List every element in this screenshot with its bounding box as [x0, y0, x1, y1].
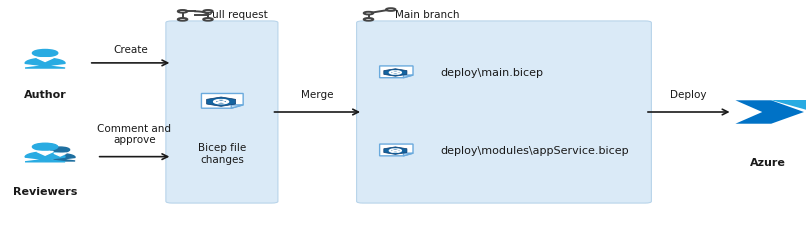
Polygon shape [45, 154, 75, 161]
Circle shape [392, 72, 399, 74]
Text: Author: Author [23, 89, 66, 99]
Polygon shape [384, 70, 407, 77]
Text: Comment and
approve: Comment and approve [98, 123, 172, 145]
Polygon shape [771, 101, 806, 111]
Circle shape [203, 11, 213, 14]
Circle shape [32, 144, 58, 151]
Circle shape [178, 11, 187, 14]
Polygon shape [25, 59, 65, 69]
Circle shape [217, 101, 225, 104]
Text: deploy\main.bicep: deploy\main.bicep [440, 68, 543, 77]
Circle shape [178, 19, 187, 22]
Polygon shape [380, 67, 413, 78]
Text: deploy\modules\appService.bicep: deploy\modules\appService.bicep [440, 145, 629, 155]
Polygon shape [54, 154, 66, 156]
Text: Merge: Merge [301, 89, 334, 99]
Polygon shape [404, 76, 413, 78]
Circle shape [32, 50, 58, 57]
Polygon shape [384, 147, 407, 155]
Circle shape [392, 150, 399, 152]
Text: Main branch: Main branch [395, 10, 459, 20]
Circle shape [203, 19, 213, 22]
Polygon shape [735, 101, 804, 124]
Text: Pull request: Pull request [206, 10, 268, 20]
Text: Bicep file
changes: Bicep file changes [198, 142, 247, 164]
Text: Reviewers: Reviewers [13, 186, 77, 196]
Circle shape [364, 19, 373, 22]
Circle shape [364, 13, 373, 15]
FancyBboxPatch shape [356, 22, 651, 203]
Polygon shape [380, 144, 413, 156]
Polygon shape [25, 152, 65, 162]
Polygon shape [231, 105, 243, 109]
Circle shape [389, 72, 401, 75]
Circle shape [214, 100, 229, 104]
Text: Create: Create [113, 45, 147, 55]
Polygon shape [202, 94, 243, 109]
Text: Azure: Azure [750, 157, 786, 167]
Circle shape [389, 149, 401, 153]
Text: Deploy: Deploy [671, 89, 707, 99]
Circle shape [386, 9, 396, 12]
Polygon shape [404, 153, 413, 156]
Polygon shape [37, 152, 53, 155]
Circle shape [51, 147, 69, 153]
Polygon shape [206, 98, 235, 107]
Polygon shape [37, 58, 53, 62]
FancyBboxPatch shape [166, 22, 278, 203]
